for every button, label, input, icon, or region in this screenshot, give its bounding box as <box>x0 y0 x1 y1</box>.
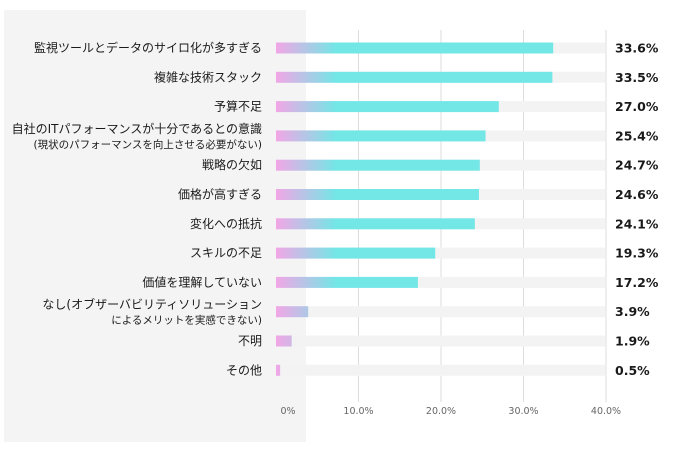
tick-label: 10.0% <box>343 406 373 417</box>
value-label: 3.9% <box>615 304 650 319</box>
bar <box>276 189 479 200</box>
bar-track <box>276 335 605 347</box>
value-label: 24.1% <box>615 216 659 231</box>
bar <box>276 306 309 318</box>
category-label: 戦略の欠如 <box>202 157 262 172</box>
category-label: 複雑な技術スタック <box>154 69 262 84</box>
value-label: 33.5% <box>615 70 659 85</box>
category-label: その他 <box>226 363 262 377</box>
category-label-line: 自社のITパフォーマンスが十分であるとの意識 <box>12 121 262 136</box>
bar <box>276 71 553 83</box>
category-label: 不明 <box>238 334 262 348</box>
value-label: 1.9% <box>615 334 650 349</box>
bar <box>276 364 281 376</box>
value-label: 25.4% <box>615 128 659 143</box>
bar <box>276 335 292 347</box>
bar <box>276 159 480 171</box>
category-label: 価格が高すぎる <box>178 187 262 202</box>
value-label: 24.7% <box>615 158 659 173</box>
category-label: スキルの不足 <box>190 246 262 260</box>
bar <box>276 101 499 113</box>
value-label: 17.2% <box>615 275 659 290</box>
category-label: 価値を理解していない <box>142 274 262 289</box>
category-label: なし(オブザーバビリティソリューションによるメリットを実感できない) <box>42 297 262 327</box>
bar <box>276 42 554 54</box>
value-label: 0.5% <box>615 363 650 378</box>
bar-track <box>276 276 605 288</box>
category-label: 自社のITパフォーマンスが十分であるとの意識 (現状のパフォーマンスを向上させる必… <box>12 121 262 151</box>
value-label: 24.6% <box>615 187 659 202</box>
category-label-line: によるメリットを実感できない) <box>111 314 262 327</box>
category-label-line: (現状のパフォーマンスを向上させる必要がない) <box>34 138 262 151</box>
bar <box>276 276 418 288</box>
bar <box>276 218 475 230</box>
tick-label: 20.0% <box>426 406 456 417</box>
bar-track <box>276 364 605 376</box>
value-label: 27.0% <box>615 99 659 114</box>
tick-label: 0% <box>280 406 295 417</box>
category-label: 監視ツールとデータのサイロ化が多すぎる <box>34 40 262 55</box>
bar-track <box>276 247 605 259</box>
category-label: 予算不足 <box>214 99 262 114</box>
category-label: 変化への抵抗 <box>190 216 262 231</box>
category-label-line: なし(オブザーバビリティソリューション <box>42 297 262 312</box>
tick-label: 40.0% <box>591 406 621 417</box>
value-label: 33.6% <box>615 41 659 56</box>
bar-track <box>276 306 605 318</box>
tick-label: 30.0% <box>508 406 538 417</box>
label-panel <box>4 10 306 442</box>
bar <box>276 247 436 259</box>
bar <box>276 130 486 142</box>
value-label: 19.3% <box>615 246 659 261</box>
